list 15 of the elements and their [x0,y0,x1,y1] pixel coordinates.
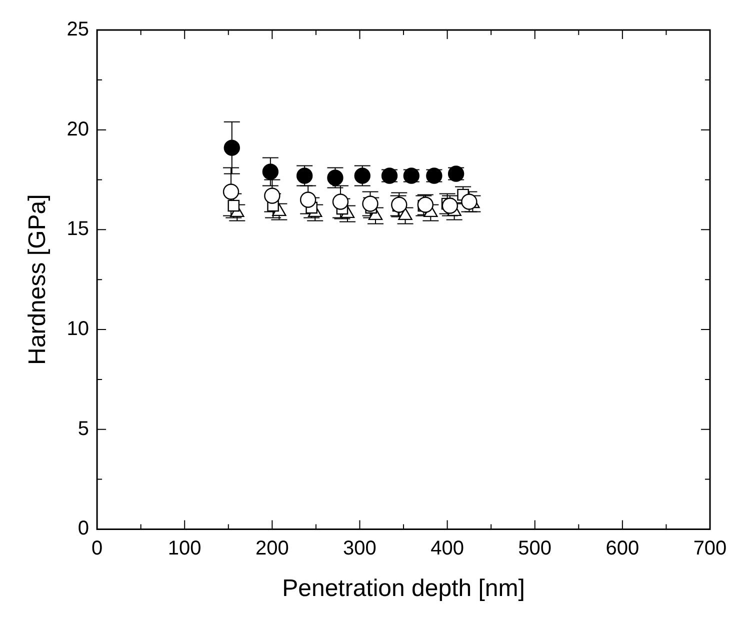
y-tick-label: 20 [66,118,90,140]
y-tick-label: 15 [66,218,90,240]
x-axis-title: Penetration depth [nm] [282,575,525,602]
x-tick-label: 300 [343,538,376,560]
x-tick-label: 600 [606,538,640,560]
y-axis-title: Hardness [GPa] [24,194,52,365]
x-tick-label: 500 [518,538,552,560]
y-tick-label: 5 [78,418,90,440]
x-tick-label: 700 [693,538,727,560]
x-tick-label: 100 [168,538,202,560]
x-tick-label: 400 [430,538,464,560]
y-tick-label: 0 [78,518,90,540]
y-tick-label: 25 [66,18,90,41]
x-tick-label: 200 [255,538,289,560]
y-tick-label: 10 [66,318,90,340]
